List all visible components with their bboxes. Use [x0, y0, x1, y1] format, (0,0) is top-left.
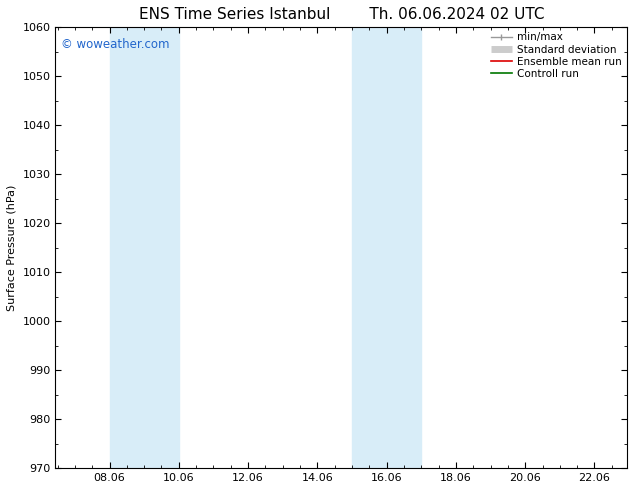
Legend: min/max, Standard deviation, Ensemble mean run, Controll run: min/max, Standard deviation, Ensemble me…	[491, 32, 622, 79]
Bar	[352, 27, 387, 468]
Bar	[387, 27, 421, 468]
Y-axis label: Surface Pressure (hPa): Surface Pressure (hPa)	[7, 185, 17, 311]
Title: ENS Time Series Istanbul        Th. 06.06.2024 02 UTC: ENS Time Series Istanbul Th. 06.06.2024 …	[138, 7, 544, 22]
Text: © woweather.com: © woweather.com	[61, 38, 170, 51]
Bar	[110, 27, 179, 468]
